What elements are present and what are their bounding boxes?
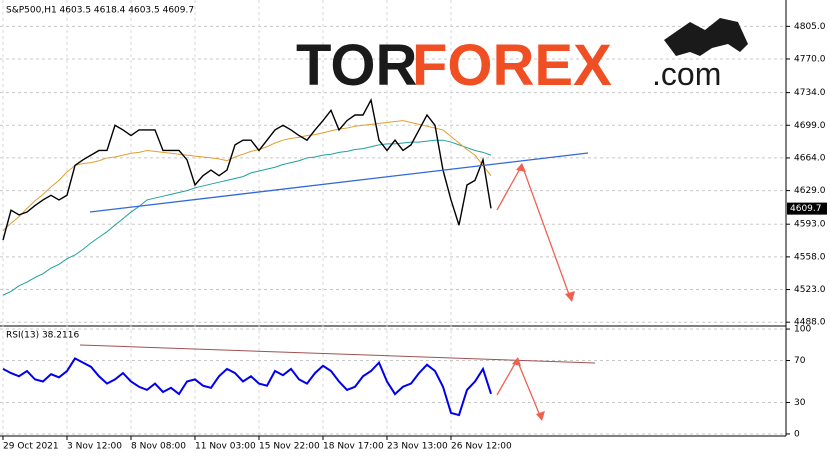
y-tick-label: 30 (794, 398, 806, 408)
y-tick-label: 100 (794, 325, 811, 335)
arrow-head (512, 357, 545, 421)
logo: TOR FOREX .com (296, 18, 748, 98)
chart-title: S&P500,H1 4603.5 4618.4 4603.5 4609.7 (6, 6, 194, 16)
logo-bull (664, 18, 748, 56)
series-line (2, 139, 492, 296)
y-tick-label: 4664.0 (794, 153, 826, 163)
rsi-trend-line (79, 344, 596, 364)
plot (2, 98, 492, 417)
y-tick-label: 4488.0 (794, 318, 826, 328)
x-tick-label: 8 Nov 08:00 (131, 442, 186, 452)
y-tick-label: 4523.0 (794, 285, 826, 295)
logo-com: .com (652, 56, 721, 92)
x-tick-label: 29 Oct 2021 (3, 442, 59, 452)
trend-line (89, 152, 589, 213)
series-line (2, 98, 492, 241)
x-tick-label: 23 Nov 13:00 (387, 442, 448, 452)
y-tick-label: 4770.0 (794, 55, 826, 65)
x-tick-label: 3 Nov 12:00 (67, 442, 122, 452)
series-line (2, 120, 492, 232)
logo-tor: TOR (296, 33, 417, 98)
current-price-box (787, 202, 827, 215)
y-tick-label: 4629.0 (794, 186, 826, 196)
y-tick-label: 4734.0 (794, 88, 826, 98)
x-tick-label: 18 Nov 17:00 (323, 442, 384, 452)
y-tick-label: 4805.0 (794, 22, 826, 32)
x-tick-label: 26 Nov 12:00 (451, 442, 512, 452)
grid (0, 0, 786, 436)
x-tick-label: 11 Nov 03:00 (195, 442, 256, 452)
current-price-label: 4609.7 (790, 204, 822, 214)
series-line (2, 357, 492, 417)
y-tick-label: 0 (794, 429, 800, 439)
y-tick-label: 70 (794, 356, 806, 366)
y-tick-label: 4593.0 (794, 220, 826, 230)
x-tick-label: 15 Nov 22:00 (259, 442, 320, 452)
y-tick-label: 4699.0 (794, 121, 826, 131)
y-tick-label: 4558.0 (794, 252, 826, 262)
rsi-title: RSI(13) 38.2116 (6, 331, 79, 341)
logo-forex: FOREX (412, 33, 612, 98)
